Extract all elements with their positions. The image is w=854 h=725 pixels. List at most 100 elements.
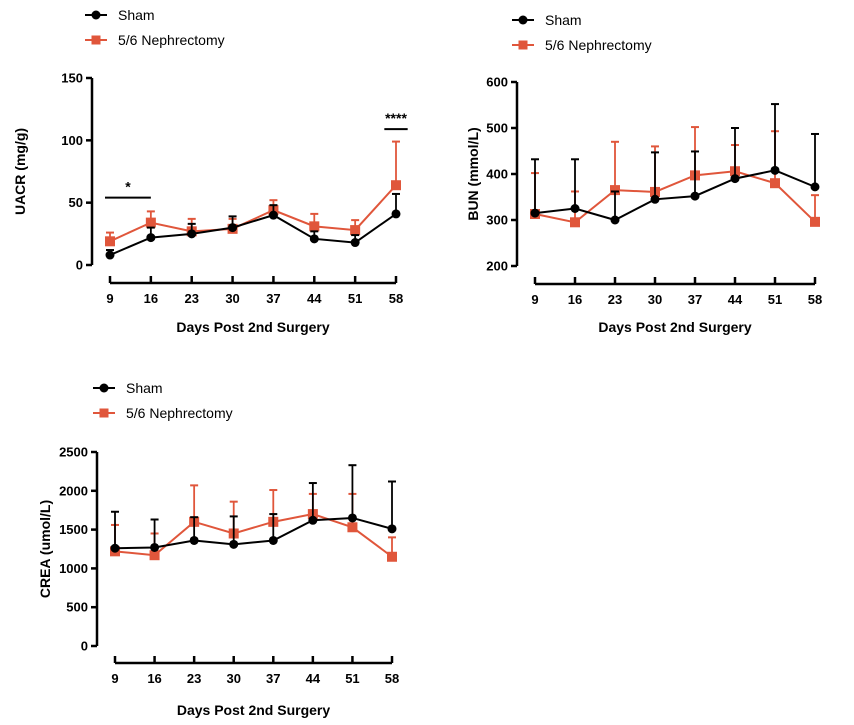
x-tick-label: 9 [111, 671, 118, 686]
series-line [109, 213, 397, 256]
x-tick-label: 30 [225, 291, 239, 306]
data-point [650, 194, 660, 204]
x-axis-title: Days Post 2nd Surgery [177, 702, 330, 718]
data-point [610, 215, 620, 225]
data-point [150, 542, 160, 552]
data-point [810, 216, 820, 227]
x-tick-label: 51 [768, 292, 782, 307]
data-point [229, 539, 239, 549]
legend-label: Sham [126, 380, 163, 396]
data-point [350, 225, 361, 236]
data-point [105, 236, 115, 247]
significance-label: **** [385, 110, 407, 126]
y-tick-label: 0 [81, 639, 88, 654]
x-tick-label: 30 [226, 671, 240, 686]
series-line [109, 184, 397, 243]
y-tick-label: 400 [486, 167, 508, 182]
data-point [730, 174, 740, 184]
x-tick-label: 23 [187, 671, 201, 686]
x-tick-label: 16 [144, 291, 158, 306]
y-tick-label: 0 [76, 258, 83, 273]
x-tick-label: 44 [306, 671, 321, 686]
data-point [347, 522, 358, 533]
x-tick-label: 23 [184, 291, 198, 306]
x-tick-label: 37 [266, 671, 280, 686]
chart-panel-1: Sham 5/6 Nephrectomy 0 50 100 150 UACR (mg/g) 9… [12, 7, 408, 335]
data-point [387, 551, 397, 562]
data-point [145, 217, 156, 228]
data-point [350, 238, 360, 248]
y-axis-title: UACR (mg/g) [12, 128, 28, 215]
data-point [149, 550, 160, 561]
y-tick-label: 2000 [59, 483, 88, 498]
legend-marker-circle [518, 15, 528, 25]
data-point [690, 191, 700, 201]
significance-annotation: **** [384, 110, 408, 131]
y-tick-label: 600 [486, 75, 508, 90]
data-point [308, 515, 318, 525]
x-tick-label: 44 [307, 291, 322, 306]
x-tick-label: 58 [808, 292, 822, 307]
data-point [268, 535, 278, 545]
legend-item-sham: Sham [85, 7, 155, 23]
y-tick-label: 100 [61, 133, 83, 148]
x-tick-label: 23 [608, 292, 622, 307]
legend-label: Sham [118, 7, 155, 23]
x-axis-title: Days Post 2nd Surgery [176, 319, 329, 335]
data-point [530, 208, 540, 218]
y-tick-label: 2500 [59, 445, 88, 460]
data-point [387, 524, 397, 534]
legend-item-nephrectomy: 5/6 Nephrectomy [85, 32, 225, 48]
data-point [770, 165, 780, 175]
legend-item-sham: Sham [512, 12, 582, 28]
legend-item-nephrectomy: 5/6 Nephrectomy [93, 405, 233, 421]
y-axis-title: CREA (umol/L) [37, 500, 53, 598]
legend-marker-square [91, 35, 101, 45]
series-line [114, 513, 393, 558]
data-point [570, 217, 580, 228]
series-line [114, 516, 393, 550]
x-tick-label: 16 [568, 292, 582, 307]
legend-marker-square [518, 40, 528, 50]
chart-panel-2: Sham 5/6 Nephrectomy 200 300 400 500 600 BUN (m… [465, 12, 822, 335]
data-point [228, 223, 238, 233]
y-tick-label: 1500 [59, 522, 88, 537]
x-tick-label: 58 [389, 291, 403, 306]
x-tick-label: 9 [106, 291, 113, 306]
y-tick-label: 1000 [59, 561, 88, 576]
x-tick-label: 51 [348, 291, 362, 306]
data-point [570, 204, 580, 213]
data-point [391, 180, 401, 191]
series-line [534, 170, 816, 224]
series-sham [110, 464, 397, 553]
series-sham [530, 103, 820, 225]
x-axis-title: Days Post 2nd Surgery [598, 319, 751, 335]
legend-label: 5/6 Nephrectomy [126, 405, 233, 421]
data-point [187, 229, 197, 239]
x-tick-label: 37 [688, 292, 702, 307]
y-axis-title: BUN (mmol/L) [465, 127, 481, 220]
data-point [309, 234, 319, 244]
x-tick-label: 9 [531, 292, 538, 307]
legend-label: Sham [545, 12, 582, 28]
series-line [534, 169, 816, 222]
legend-label: 5/6 Nephrectomy [118, 32, 225, 48]
x-tick-label: 44 [728, 292, 743, 307]
series-nephrectomy [105, 140, 401, 247]
data-point [770, 178, 780, 189]
data-point [391, 209, 401, 219]
significance-label: * [125, 179, 131, 195]
y-tick-label: 150 [61, 71, 83, 86]
data-point [810, 182, 820, 192]
data-point [347, 513, 357, 523]
legend-marker-circle [91, 10, 101, 20]
series-sham [105, 192, 401, 260]
data-point [105, 250, 115, 260]
x-tick-label: 37 [266, 291, 280, 306]
legend-item-sham: Sham [93, 380, 163, 396]
y-tick-label: 50 [69, 195, 83, 210]
x-tick-label: 30 [648, 292, 662, 307]
y-tick-label: 200 [486, 259, 508, 274]
legend-label: 5/6 Nephrectomy [545, 37, 652, 53]
y-tick-label: 300 [486, 213, 508, 228]
